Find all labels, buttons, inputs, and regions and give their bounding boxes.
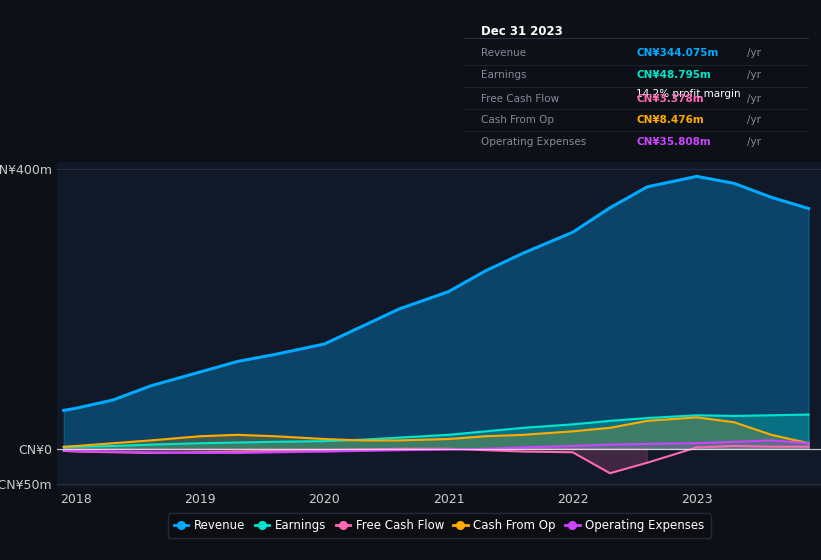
Text: /yr: /yr bbox=[746, 94, 760, 104]
Text: /yr: /yr bbox=[746, 137, 760, 147]
Text: /yr: /yr bbox=[746, 70, 760, 80]
Text: Free Cash Flow: Free Cash Flow bbox=[481, 94, 559, 104]
Text: CN¥8.476m: CN¥8.476m bbox=[636, 115, 704, 124]
Legend: Revenue, Earnings, Free Cash Flow, Cash From Op, Operating Expenses: Revenue, Earnings, Free Cash Flow, Cash … bbox=[167, 514, 711, 538]
Text: /yr: /yr bbox=[746, 115, 760, 124]
Text: /yr: /yr bbox=[746, 48, 760, 58]
Text: Earnings: Earnings bbox=[481, 70, 526, 80]
Text: Revenue: Revenue bbox=[481, 48, 526, 58]
Text: 14.2% profit margin: 14.2% profit margin bbox=[636, 89, 741, 99]
Text: CN¥344.075m: CN¥344.075m bbox=[636, 48, 718, 58]
Text: CN¥35.808m: CN¥35.808m bbox=[636, 137, 711, 147]
Text: Cash From Op: Cash From Op bbox=[481, 115, 554, 124]
Text: CN¥48.795m: CN¥48.795m bbox=[636, 70, 711, 80]
Text: Operating Expenses: Operating Expenses bbox=[481, 137, 586, 147]
Text: Dec 31 2023: Dec 31 2023 bbox=[481, 25, 563, 38]
Text: CN¥3.378m: CN¥3.378m bbox=[636, 94, 704, 104]
